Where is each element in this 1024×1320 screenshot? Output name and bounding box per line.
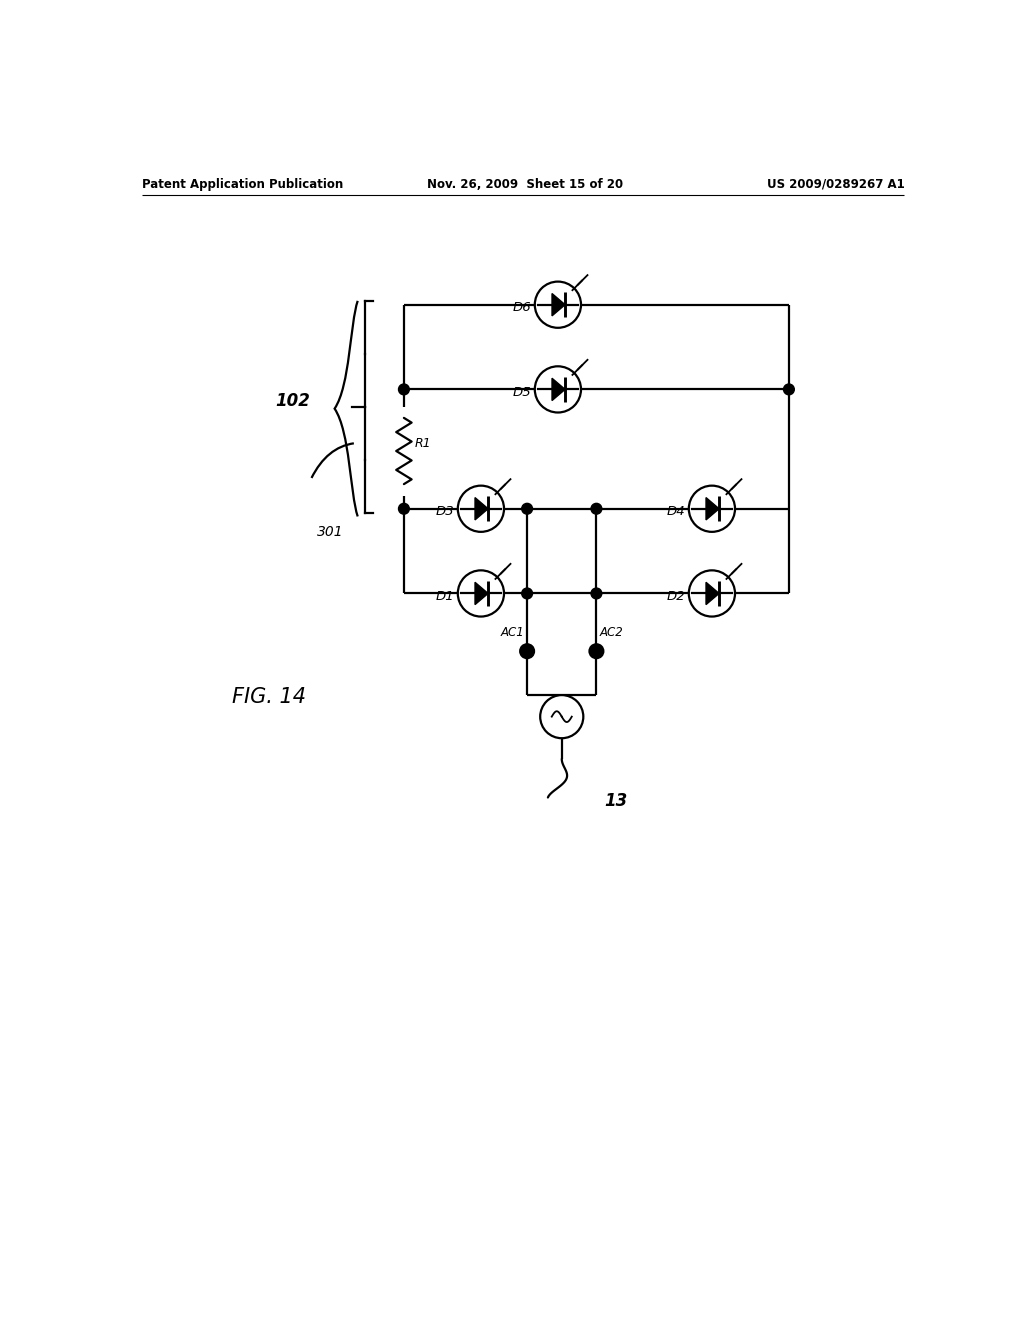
Circle shape <box>520 644 535 659</box>
Polygon shape <box>475 498 488 520</box>
Text: D6: D6 <box>512 301 531 314</box>
Polygon shape <box>475 582 488 605</box>
Polygon shape <box>552 293 565 315</box>
Text: Patent Application Publication: Patent Application Publication <box>142 178 343 190</box>
Text: AC1: AC1 <box>501 626 524 639</box>
Text: FIG. 14: FIG. 14 <box>232 688 306 708</box>
Circle shape <box>591 589 602 599</box>
Text: D4: D4 <box>667 506 685 519</box>
Circle shape <box>398 384 410 395</box>
Text: 301: 301 <box>317 525 344 539</box>
Text: US 2009/0289267 A1: US 2009/0289267 A1 <box>767 178 904 190</box>
Circle shape <box>521 589 532 599</box>
Text: D2: D2 <box>667 590 685 603</box>
Text: D5: D5 <box>512 385 531 399</box>
Circle shape <box>591 503 602 513</box>
Text: Nov. 26, 2009  Sheet 15 of 20: Nov. 26, 2009 Sheet 15 of 20 <box>427 178 623 190</box>
Circle shape <box>541 696 584 738</box>
Polygon shape <box>706 582 719 605</box>
Circle shape <box>590 644 603 659</box>
Text: D3: D3 <box>435 506 454 519</box>
Text: D1: D1 <box>435 590 454 603</box>
Circle shape <box>521 503 532 513</box>
Polygon shape <box>552 379 565 400</box>
Text: 102: 102 <box>274 392 309 411</box>
Circle shape <box>398 503 410 513</box>
Polygon shape <box>706 498 719 520</box>
Circle shape <box>783 384 795 395</box>
Text: AC2: AC2 <box>599 626 624 639</box>
Text: R1: R1 <box>415 437 431 450</box>
Text: 13: 13 <box>604 792 628 810</box>
